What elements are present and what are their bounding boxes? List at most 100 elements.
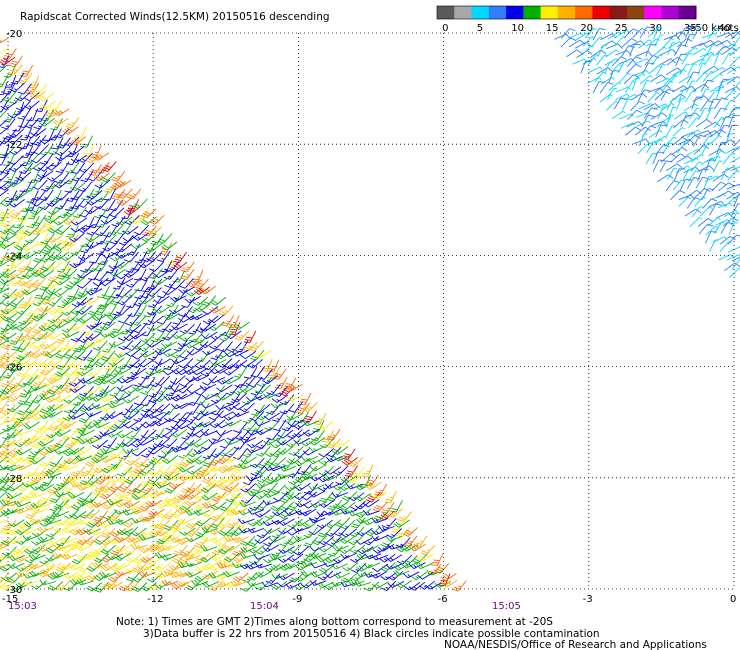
wind-barb	[0, 118, 8, 127]
wind-barb	[0, 518, 9, 524]
wind-barb	[93, 510, 108, 522]
wind-barb	[724, 31, 740, 38]
wind-barb	[311, 535, 328, 546]
wind-barb	[186, 359, 203, 369]
wind-barb	[77, 553, 94, 562]
wind-barb	[676, 142, 688, 154]
wind-barb	[111, 215, 126, 227]
wind-barb	[709, 135, 723, 145]
wind-barb	[8, 297, 25, 308]
wind-barb	[215, 429, 233, 437]
wind-barb	[3, 170, 17, 183]
wind-barb	[317, 527, 333, 538]
wind-barb	[16, 304, 32, 315]
wind-barb	[0, 81, 8, 95]
wind-barb	[168, 306, 186, 315]
wind-barb	[30, 128, 47, 137]
wind-barb	[240, 535, 256, 547]
wind-barb	[53, 481, 69, 491]
wind-barb	[14, 438, 31, 448]
wind-barb	[200, 410, 217, 417]
legend-swatch	[609, 6, 628, 19]
wind-barb	[242, 412, 258, 424]
wind-barb	[0, 543, 10, 550]
wind-barb	[334, 517, 351, 528]
wind-barb	[0, 456, 8, 464]
wind-barb	[173, 288, 188, 300]
wind-barb	[9, 287, 24, 299]
wind-barb	[107, 313, 124, 321]
wind-barb	[125, 261, 140, 273]
wind-barb	[223, 366, 240, 376]
wind-barb	[364, 553, 382, 560]
wind-barb	[695, 72, 708, 83]
wind-barb	[284, 510, 302, 517]
wind-barb	[254, 420, 271, 427]
wind-barb	[372, 545, 389, 554]
wind-barb	[590, 36, 603, 48]
wind-barb	[239, 437, 257, 444]
wind-barb	[23, 100, 40, 110]
wind-barb	[138, 563, 155, 572]
wind-barb	[417, 553, 434, 562]
wind-barb	[61, 268, 78, 279]
wind-barb	[52, 571, 70, 579]
wind-barb	[216, 518, 232, 529]
wind-barb	[177, 561, 195, 569]
wind-barb	[0, 464, 16, 471]
wind-barb	[132, 232, 149, 241]
wind-barb	[223, 412, 240, 421]
wind-barb	[165, 420, 181, 431]
wind-barb	[238, 463, 256, 470]
wind-barb	[266, 384, 281, 396]
wind-barb	[727, 106, 740, 118]
wind-barb	[0, 189, 9, 197]
wind-barb	[7, 270, 24, 280]
wind-barb	[94, 303, 109, 316]
wind-barb	[7, 322, 25, 330]
wind-barb	[169, 571, 186, 578]
wind-barb	[14, 545, 31, 555]
wind-barb	[87, 268, 102, 281]
wind-barb	[100, 553, 117, 563]
wind-barb	[9, 377, 24, 389]
wind-barb	[54, 437, 69, 449]
wind-barb	[247, 527, 265, 534]
wind-barb	[596, 54, 609, 66]
wind-barb	[608, 70, 620, 83]
wind-barb	[155, 384, 171, 395]
wind-barb	[665, 163, 683, 171]
wind-barb	[23, 162, 41, 172]
wind-barb	[254, 517, 271, 526]
wind-barb	[107, 463, 124, 472]
wind-barb	[0, 536, 17, 546]
wind-barb	[138, 571, 156, 578]
wind-barb	[0, 162, 16, 175]
y-tick-label: -24	[6, 251, 22, 262]
wind-barb	[0, 350, 8, 363]
legend-swatch	[626, 6, 645, 19]
wind-barb	[172, 455, 187, 468]
wind-barb	[632, 27, 648, 39]
wind-barb	[76, 278, 93, 289]
wind-barb	[154, 411, 170, 421]
wind-barb	[720, 222, 734, 234]
wind-barb	[25, 261, 41, 272]
wind-barb	[645, 152, 656, 165]
wind-barb	[641, 62, 655, 75]
wind-barb	[75, 573, 93, 580]
wind-barb	[690, 154, 705, 163]
wind-barb	[107, 330, 125, 339]
wind-barb	[177, 340, 195, 348]
wind-barb	[6, 483, 24, 492]
wind-barb	[340, 508, 358, 515]
wind-barb	[201, 473, 217, 484]
wind-barb	[332, 481, 349, 491]
wind-barb	[161, 455, 178, 464]
wind-barb	[15, 448, 32, 456]
wind-barb	[731, 145, 740, 154]
wind-barb	[8, 56, 23, 68]
wind-barb	[408, 562, 426, 570]
wind-barb	[132, 483, 149, 494]
wind-barb	[0, 135, 15, 145]
